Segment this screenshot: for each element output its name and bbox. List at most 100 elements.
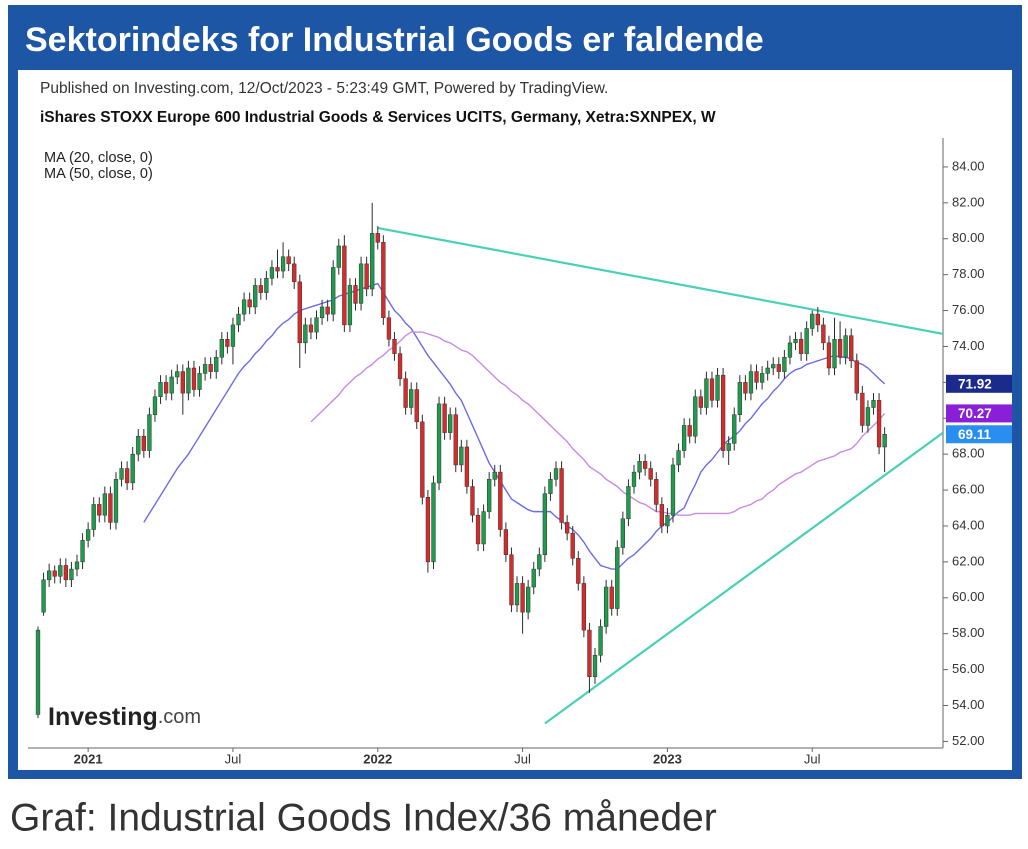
candle-body — [225, 339, 230, 347]
price-tag-label: 69.11 — [958, 427, 992, 442]
y-tick-label: 58.00 — [952, 625, 985, 640]
candle-body — [860, 392, 865, 426]
candle-body — [670, 464, 676, 516]
candle-body — [230, 324, 236, 347]
candle-body — [514, 583, 520, 606]
candle-body — [609, 586, 614, 609]
candle-body — [548, 479, 553, 494]
candle-body — [665, 514, 670, 527]
banner-title: Sektorindeks for Industrial Goods er fal… — [25, 21, 764, 59]
candle-body — [782, 356, 787, 372]
candle-body — [375, 233, 380, 243]
candle-body — [687, 425, 692, 437]
x-tick-label: Jul — [804, 751, 821, 766]
ma-line — [143, 282, 886, 570]
candle-body — [158, 382, 163, 397]
candle-body — [754, 371, 759, 383]
candle-body — [191, 367, 197, 390]
candle-body — [80, 540, 85, 563]
candle-body — [392, 339, 397, 354]
candle-body — [347, 285, 353, 326]
candle-body — [442, 403, 447, 433]
candle-body — [414, 389, 419, 423]
candle-body — [208, 364, 213, 372]
candle-body — [459, 446, 464, 466]
candle-body — [810, 313, 815, 329]
candle-body — [704, 378, 709, 408]
candle-body — [581, 583, 587, 631]
candle-body — [475, 514, 481, 545]
candle-body — [353, 285, 358, 304]
candle-body — [709, 378, 715, 401]
candle-body — [693, 396, 698, 437]
candle-body — [420, 421, 425, 498]
candle-body — [526, 586, 531, 613]
price-tag — [946, 425, 1012, 444]
candle-body — [620, 518, 626, 548]
candle-body — [297, 281, 302, 344]
candle-body — [509, 554, 514, 606]
candle-body — [759, 373, 765, 383]
price-tag-label: 71.92 — [958, 376, 992, 391]
candle-body — [175, 371, 180, 378]
published: Published on Investing.com, 12/Oct/2023 … — [40, 80, 608, 97]
candle-body — [793, 339, 798, 344]
candle-body — [280, 256, 286, 272]
candle-body — [269, 267, 275, 279]
candle-body — [492, 471, 497, 480]
candle-body — [598, 626, 603, 656]
candle-body — [147, 414, 152, 451]
candle-body — [876, 400, 882, 448]
y-tick-label: 54.00 — [952, 697, 985, 712]
candle-body — [319, 306, 325, 318]
x-tick-label: Jul — [225, 751, 242, 766]
candle-body — [425, 497, 431, 563]
candle-body — [815, 313, 820, 326]
candle-body — [152, 396, 158, 415]
candle-body — [587, 629, 592, 678]
plot — [35, 202, 943, 725]
chart-panel — [18, 70, 1012, 770]
candle-body — [743, 382, 748, 394]
candle-body — [826, 342, 832, 369]
candle-body — [837, 339, 843, 358]
candle-body — [843, 335, 848, 358]
candle-body — [409, 389, 414, 408]
candle-body — [85, 529, 91, 541]
candle-body — [487, 479, 492, 512]
candle-body — [331, 267, 336, 315]
y-tick-label: 60.00 — [952, 589, 985, 604]
candle-body — [58, 565, 63, 577]
candle-body — [381, 242, 386, 318]
candle-body — [364, 263, 369, 290]
candle-body — [732, 414, 737, 444]
x-tick-label: Jul — [514, 751, 531, 766]
y-tick-label: 56.00 — [952, 661, 985, 676]
candle-body — [576, 558, 581, 584]
ma-line — [310, 331, 886, 516]
candle-body — [498, 471, 503, 530]
candle-body — [637, 461, 642, 473]
candle-body — [308, 324, 314, 333]
candle-body — [771, 364, 776, 369]
candle-body — [358, 263, 364, 304]
candle-body — [542, 493, 548, 555]
candle-body — [615, 547, 620, 609]
y-tick-label: 64.00 — [952, 517, 985, 532]
y-tick-label: 84.00 — [952, 158, 985, 173]
candle-body — [559, 468, 564, 523]
candle-body — [798, 339, 804, 354]
candle-body — [531, 568, 536, 588]
candle-body — [821, 324, 826, 344]
candle-body — [849, 335, 854, 362]
candle-body — [470, 486, 475, 516]
candle-body — [202, 364, 208, 374]
candle-body — [464, 446, 470, 487]
candle-body — [336, 245, 341, 268]
candle-body — [804, 328, 809, 354]
candle-body — [241, 299, 247, 315]
price-tag — [946, 404, 1012, 423]
candle-body — [592, 654, 598, 678]
candle-body — [832, 339, 837, 369]
